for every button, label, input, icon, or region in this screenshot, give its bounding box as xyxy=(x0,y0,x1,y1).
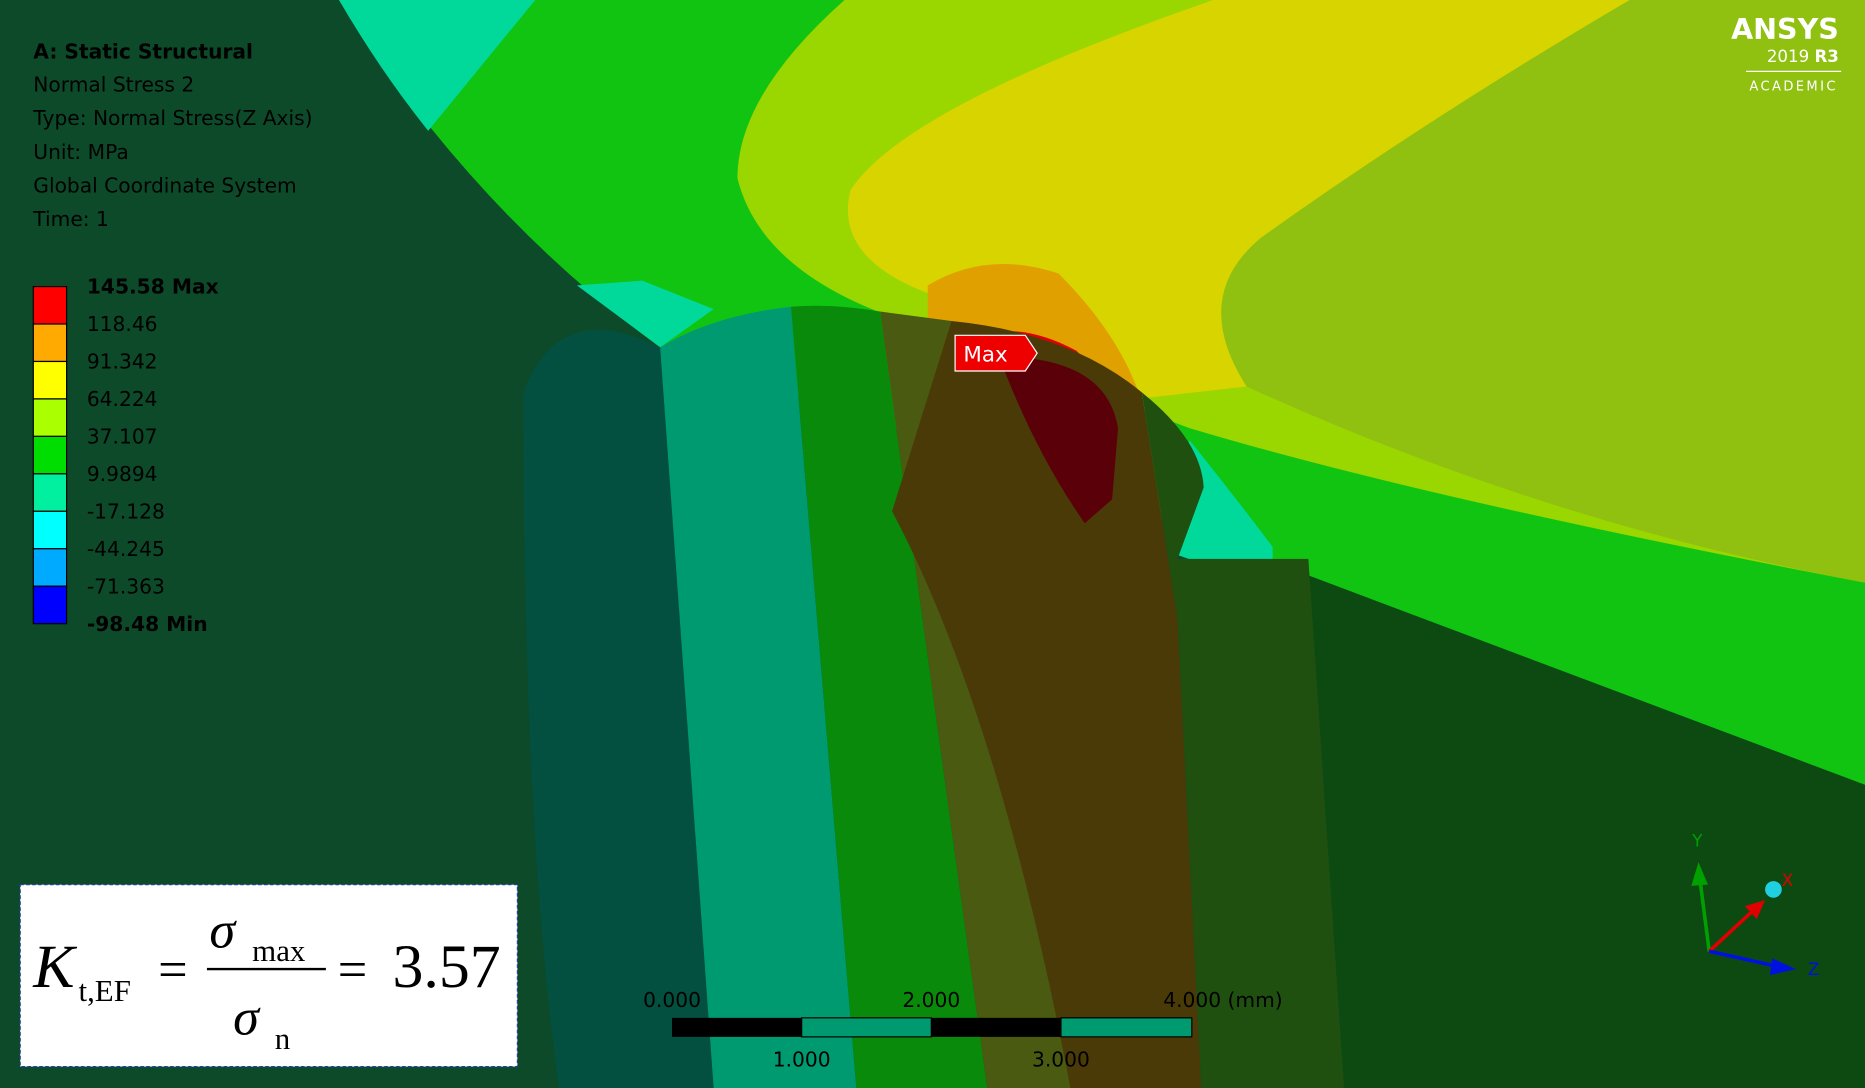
scale-label: 4.000 (mm) xyxy=(1163,988,1282,1012)
legend-swatch xyxy=(32,585,68,625)
header-line: Time: 1 xyxy=(32,207,109,231)
legend-label: -98.48 Min xyxy=(87,612,208,636)
triad-x: X xyxy=(1782,871,1793,890)
triad-z: Z xyxy=(1808,960,1819,979)
formula-eq: = xyxy=(338,941,368,999)
scale-bar: 0.000 2.000 4.000 (mm) 1.000 3.000 xyxy=(643,988,1283,1071)
logo: ANSYS 2019 R3 ACADEMIC xyxy=(1731,13,1842,94)
formula-result: 3.57 xyxy=(393,933,501,1001)
formula-num: σ xyxy=(209,902,237,960)
legend-label: -71.363 xyxy=(87,574,165,598)
legend-swatch xyxy=(32,473,68,512)
logo-edition: ACADEMIC xyxy=(1749,79,1837,94)
triad-y: Y xyxy=(1691,832,1703,851)
legend-label: 9.9894 xyxy=(87,462,158,486)
legend-swatch xyxy=(32,360,68,400)
logo-name: ANSYS xyxy=(1731,13,1839,46)
legend-swatch xyxy=(32,435,68,475)
legend-swatch xyxy=(32,510,68,550)
legend-label: 37.107 xyxy=(87,425,158,449)
formula-den: σ xyxy=(233,988,261,1046)
header-line: Unit: MPa xyxy=(33,140,128,164)
probe-label: Max xyxy=(963,342,1007,367)
logo-release: 2019 R3 xyxy=(1767,47,1839,66)
legend-label: 118.46 xyxy=(87,312,158,336)
legend-label: -44.245 xyxy=(87,537,165,561)
header-line: Type: Normal Stress(Z Axis) xyxy=(32,106,312,130)
title: A: Static Structural xyxy=(33,39,253,63)
scale-label: 1.000 xyxy=(773,1048,831,1072)
header-lines: Normal Stress 2 Type: Normal Stress(Z Axi… xyxy=(32,73,312,232)
header-line: Global Coordinate System xyxy=(33,174,296,198)
legend-label: 64.224 xyxy=(87,387,158,411)
legend-label: 145.58 Max xyxy=(87,275,219,299)
legend-swatch xyxy=(32,398,68,437)
logo-r: R3 xyxy=(1814,47,1838,66)
formula-num-sub: max xyxy=(252,933,306,968)
formula-symbol: K xyxy=(32,933,77,1001)
legend-label: 91.342 xyxy=(87,350,158,374)
header-line: Normal Stress 2 xyxy=(33,73,194,97)
formula-box: K t,EF = σ max σ n = 3.57 xyxy=(19,884,518,1068)
legend-swatch xyxy=(32,323,68,363)
formula-den-sub: n xyxy=(275,1021,290,1056)
legend-swatch xyxy=(32,285,68,325)
scale-label: 0.000 xyxy=(643,988,701,1012)
logo-year: 2019 xyxy=(1767,47,1809,66)
legend-swatch xyxy=(32,548,68,587)
legend: 145.58 Max 118.46 91.342 64.224 37.107 9.9894… xyxy=(32,275,219,636)
legend-label: -17.128 xyxy=(87,499,165,523)
scale-label: 3.000 xyxy=(1032,1048,1090,1072)
formula-sub: t,EF xyxy=(79,973,131,1008)
probe: Max xyxy=(954,334,1038,372)
scale-label: 2.000 xyxy=(902,988,960,1012)
axis-triad: Y X Z xyxy=(1691,832,1819,979)
formula-eq: = xyxy=(158,941,188,999)
